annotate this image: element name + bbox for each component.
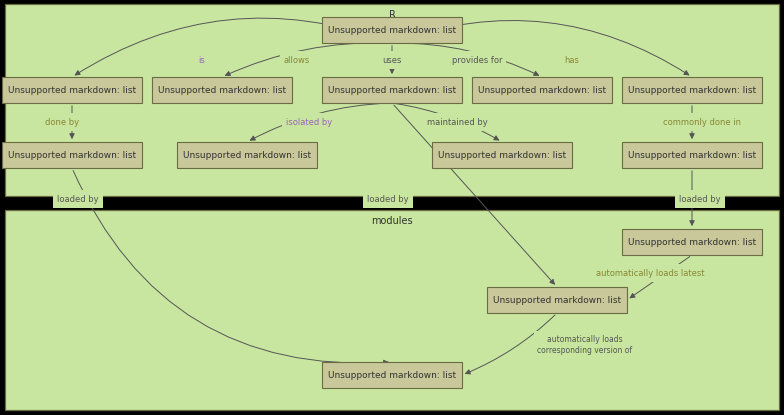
Text: loaded by: loaded by bbox=[57, 195, 99, 203]
Text: isolated by: isolated by bbox=[286, 117, 332, 127]
Text: Unsupported markdown: list: Unsupported markdown: list bbox=[328, 25, 456, 34]
Text: Unsupported markdown: list: Unsupported markdown: list bbox=[628, 85, 756, 95]
FancyBboxPatch shape bbox=[622, 142, 762, 168]
Text: done by: done by bbox=[45, 117, 79, 127]
FancyBboxPatch shape bbox=[432, 142, 572, 168]
Text: provides for: provides for bbox=[452, 56, 503, 64]
FancyBboxPatch shape bbox=[322, 362, 462, 388]
Text: modules: modules bbox=[371, 216, 413, 226]
FancyBboxPatch shape bbox=[2, 77, 142, 103]
FancyBboxPatch shape bbox=[2, 142, 142, 168]
Text: automatically loads
corresponding version of: automatically loads corresponding versio… bbox=[538, 335, 633, 355]
FancyBboxPatch shape bbox=[5, 4, 779, 196]
FancyBboxPatch shape bbox=[622, 77, 762, 103]
Text: Unsupported markdown: list: Unsupported markdown: list bbox=[478, 85, 606, 95]
FancyBboxPatch shape bbox=[5, 210, 779, 410]
Text: is: is bbox=[198, 56, 205, 64]
Text: loaded by: loaded by bbox=[679, 195, 720, 203]
Text: Unsupported markdown: list: Unsupported markdown: list bbox=[493, 295, 621, 305]
Text: Unsupported markdown: list: Unsupported markdown: list bbox=[8, 85, 136, 95]
Text: Unsupported markdown: list: Unsupported markdown: list bbox=[183, 151, 311, 159]
Text: Unsupported markdown: list: Unsupported markdown: list bbox=[438, 151, 566, 159]
Text: commonly done in: commonly done in bbox=[663, 117, 741, 127]
Text: Unsupported markdown: list: Unsupported markdown: list bbox=[158, 85, 286, 95]
Text: Unsupported markdown: list: Unsupported markdown: list bbox=[328, 85, 456, 95]
FancyBboxPatch shape bbox=[322, 17, 462, 43]
Text: Unsupported markdown: list: Unsupported markdown: list bbox=[628, 151, 756, 159]
Text: maintained by: maintained by bbox=[426, 117, 488, 127]
Text: automatically loads latest: automatically loads latest bbox=[596, 269, 704, 278]
FancyBboxPatch shape bbox=[622, 229, 762, 255]
FancyBboxPatch shape bbox=[472, 77, 612, 103]
Text: R: R bbox=[389, 10, 395, 20]
Text: loaded by: loaded by bbox=[367, 195, 408, 203]
FancyBboxPatch shape bbox=[177, 142, 317, 168]
Text: Unsupported markdown: list: Unsupported markdown: list bbox=[8, 151, 136, 159]
Text: Unsupported markdown: list: Unsupported markdown: list bbox=[328, 371, 456, 379]
FancyBboxPatch shape bbox=[487, 287, 627, 313]
FancyBboxPatch shape bbox=[322, 77, 462, 103]
Text: allows: allows bbox=[284, 56, 310, 64]
Text: has: has bbox=[564, 56, 579, 64]
Text: uses: uses bbox=[383, 56, 401, 64]
FancyBboxPatch shape bbox=[152, 77, 292, 103]
Text: Unsupported markdown: list: Unsupported markdown: list bbox=[628, 237, 756, 247]
